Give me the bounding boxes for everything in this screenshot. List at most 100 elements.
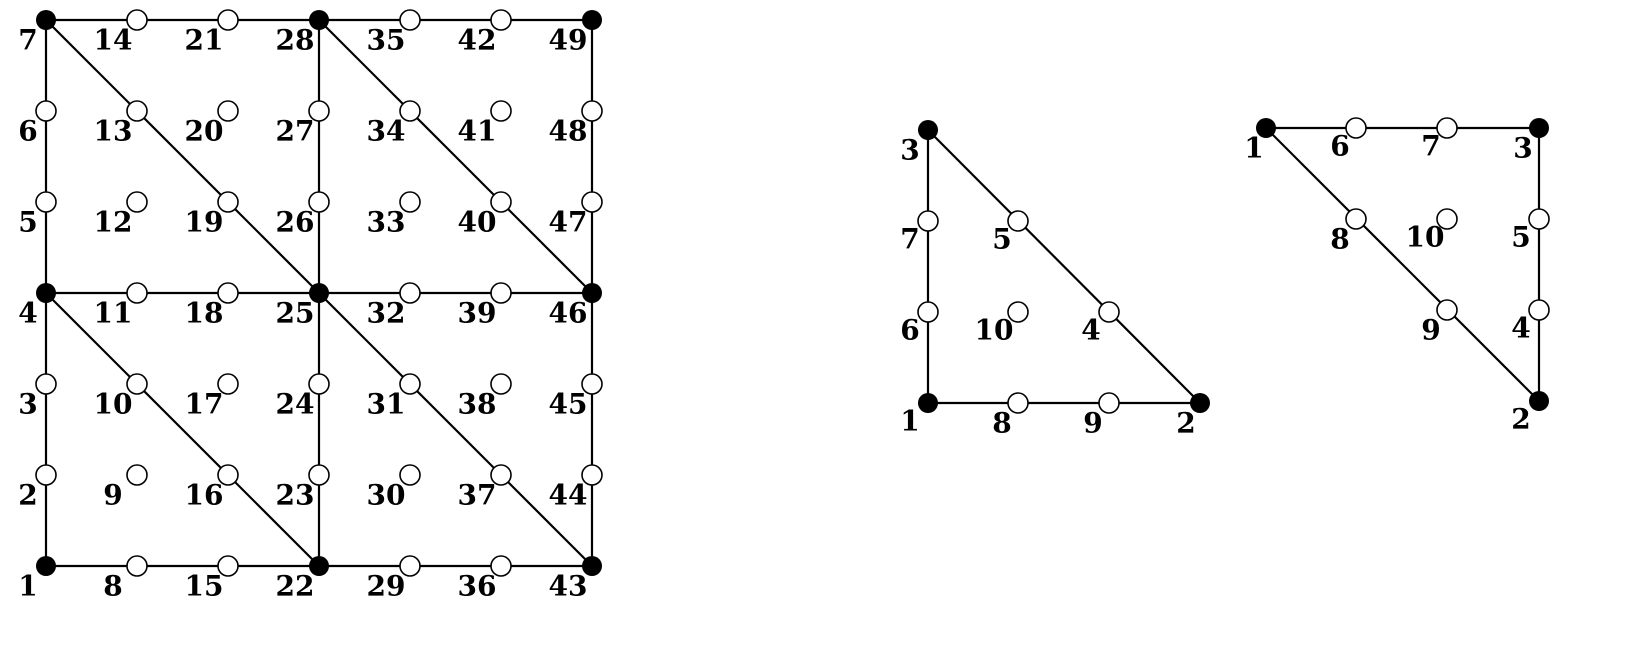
corner-node (36, 283, 56, 303)
node-label: 7 (18, 24, 37, 57)
interior-node (490, 464, 512, 486)
interior-node (490, 555, 512, 577)
interior-node (126, 555, 148, 577)
edge-node (917, 210, 939, 232)
node-label: 34 (367, 115, 406, 148)
node-label: 12 (94, 206, 133, 239)
interior-node (581, 464, 603, 486)
node-label: 23 (276, 479, 315, 512)
interior-node (399, 9, 421, 31)
interior-node (490, 373, 512, 395)
node-label: 9 (1083, 407, 1102, 440)
mesh-diagonal (45, 19, 320, 294)
node-label: 18 (185, 297, 224, 330)
node-label: 10 (975, 314, 1014, 347)
corner-node (309, 556, 329, 576)
corner-node (582, 283, 602, 303)
vertex-node (1529, 391, 1549, 411)
node-label: 10 (94, 388, 133, 421)
mesh-diagonal (318, 292, 593, 567)
reference-triangle-a: 1 2 3 4 5 6 7 8 9 10 (900, 120, 1210, 440)
node-label: 46 (549, 297, 588, 330)
node-label: 14 (94, 24, 133, 57)
node-label: 28 (276, 24, 315, 57)
node-label: 47 (549, 206, 588, 239)
node-label: 24 (276, 388, 315, 421)
interior-node (399, 555, 421, 577)
corner-node (309, 10, 329, 30)
interior-node (490, 100, 512, 122)
interior-node (308, 100, 330, 122)
interior-node (126, 9, 148, 31)
node-label: 27 (276, 115, 315, 148)
node-label: 10 (1406, 221, 1445, 254)
square-mesh: 1234567891011121314151617181920212223242… (18, 9, 603, 603)
node-label: 43 (549, 570, 588, 603)
interior-node (399, 100, 421, 122)
node-label: 5 (992, 223, 1011, 256)
edge-node (1007, 392, 1029, 414)
interior-node (217, 282, 239, 304)
node-label: 30 (367, 479, 406, 512)
node-label: 22 (276, 570, 315, 603)
node-label: 8 (992, 407, 1011, 440)
node-label: 48 (549, 115, 588, 148)
node-label: 11 (94, 297, 133, 330)
corner-node (36, 556, 56, 576)
interior-node (581, 373, 603, 395)
edge-node (1436, 208, 1458, 230)
corner-node (36, 10, 56, 30)
node-label: 6 (18, 115, 37, 148)
node-label: 4 (1081, 314, 1100, 347)
node-label: 16 (185, 479, 224, 512)
interior-node (217, 9, 239, 31)
node-label: 2 (1176, 407, 1195, 440)
node-label: 5 (1511, 221, 1530, 254)
node-label: 44 (549, 479, 588, 512)
interior-node (126, 191, 148, 213)
interior-node (35, 191, 57, 213)
vertex-node (918, 393, 938, 413)
edge-node (1528, 208, 1550, 230)
edge-node (1007, 210, 1029, 232)
mesh-diagonal (45, 292, 320, 567)
vertex-node (1256, 118, 1276, 138)
interior-node (308, 373, 330, 395)
node-label: 25 (276, 297, 315, 330)
mesh-diagonal (318, 19, 593, 294)
node-label: 7 (1421, 130, 1440, 163)
node-label: 17 (185, 388, 224, 421)
node-label: 1 (1244, 132, 1263, 165)
node-label: 39 (458, 297, 497, 330)
corner-node (582, 556, 602, 576)
node-label: 3 (1513, 132, 1532, 165)
triangle-edge (927, 129, 1201, 404)
vertex-node (918, 120, 938, 140)
interior-node (35, 373, 57, 395)
node-label: 8 (103, 570, 122, 603)
node-label: 15 (185, 570, 224, 603)
node-label: 7 (900, 223, 919, 256)
node-label: 6 (900, 314, 919, 347)
node-label: 6 (1330, 130, 1349, 163)
node-label: 26 (276, 206, 315, 239)
edge-node (1345, 117, 1367, 139)
node-label: 45 (549, 388, 588, 421)
interior-node (399, 373, 421, 395)
node-label: 4 (18, 297, 37, 330)
edge-node (1436, 117, 1458, 139)
interior-node (308, 191, 330, 213)
interior-node (35, 464, 57, 486)
edge-node (1098, 301, 1120, 323)
interior-node (126, 373, 148, 395)
edge-node (1528, 299, 1550, 321)
interior-node (217, 555, 239, 577)
node-label: 2 (1511, 403, 1530, 436)
interior-node (126, 464, 148, 486)
vertex-node (1190, 393, 1210, 413)
interior-node (308, 464, 330, 486)
node-label: 3 (900, 134, 919, 167)
edge-node (1436, 299, 1458, 321)
node-label: 42 (458, 24, 497, 57)
interior-node (399, 464, 421, 486)
